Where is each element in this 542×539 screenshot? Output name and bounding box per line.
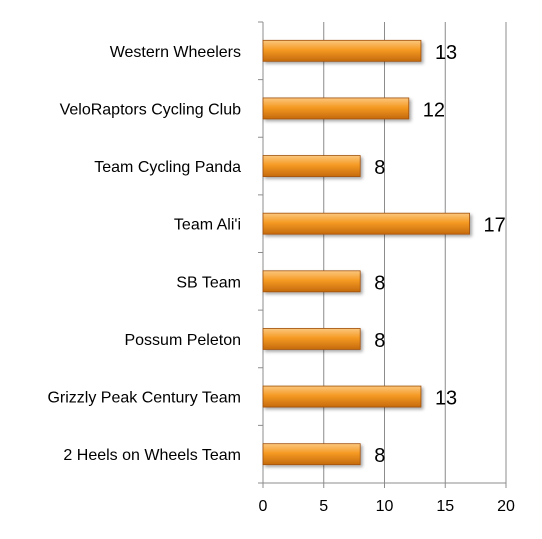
- data-label: 12: [423, 99, 445, 121]
- bar: [262, 385, 422, 408]
- bar: [262, 97, 410, 120]
- bar: [262, 155, 361, 177]
- bar: [262, 212, 470, 235]
- category-label: VeloRaptors Cycling Club: [60, 101, 242, 118]
- x-tick-label: 20: [497, 498, 515, 515]
- bars: [262, 39, 470, 466]
- bar: [262, 39, 422, 62]
- axes: [258, 21, 507, 488]
- x-tick-label: 0: [259, 498, 268, 515]
- data-label: 8: [374, 272, 385, 294]
- x-tick-label: 15: [436, 498, 454, 515]
- bar: [262, 270, 361, 293]
- data-label: 13: [435, 42, 457, 64]
- data-label: 8: [374, 445, 385, 467]
- grid-lines: [323, 22, 507, 483]
- category-label: Team Ali'i: [174, 217, 241, 234]
- data-label: 13: [435, 388, 457, 410]
- category-label: Possum Peleton: [124, 332, 241, 349]
- data-label: 8: [374, 157, 385, 179]
- data-label: 8: [374, 330, 385, 352]
- x-tick-label: 10: [376, 498, 394, 515]
- bar: [262, 443, 361, 466]
- category-label: SB Team: [176, 274, 241, 291]
- data-label: 17: [484, 215, 506, 237]
- labels: 0 5 10 15 20 Western Wheelers 13 VeloRaptors Cy…: [47, 42, 515, 515]
- x-tick-label: 5: [319, 498, 328, 515]
- category-label: 2 Heels on Wheels Team: [63, 447, 241, 464]
- bar: [262, 328, 361, 350]
- category-label: Western Wheelers: [110, 44, 241, 61]
- category-label: Grizzly Peak Century Team: [47, 390, 241, 407]
- category-label: Team Cycling Panda: [94, 159, 241, 176]
